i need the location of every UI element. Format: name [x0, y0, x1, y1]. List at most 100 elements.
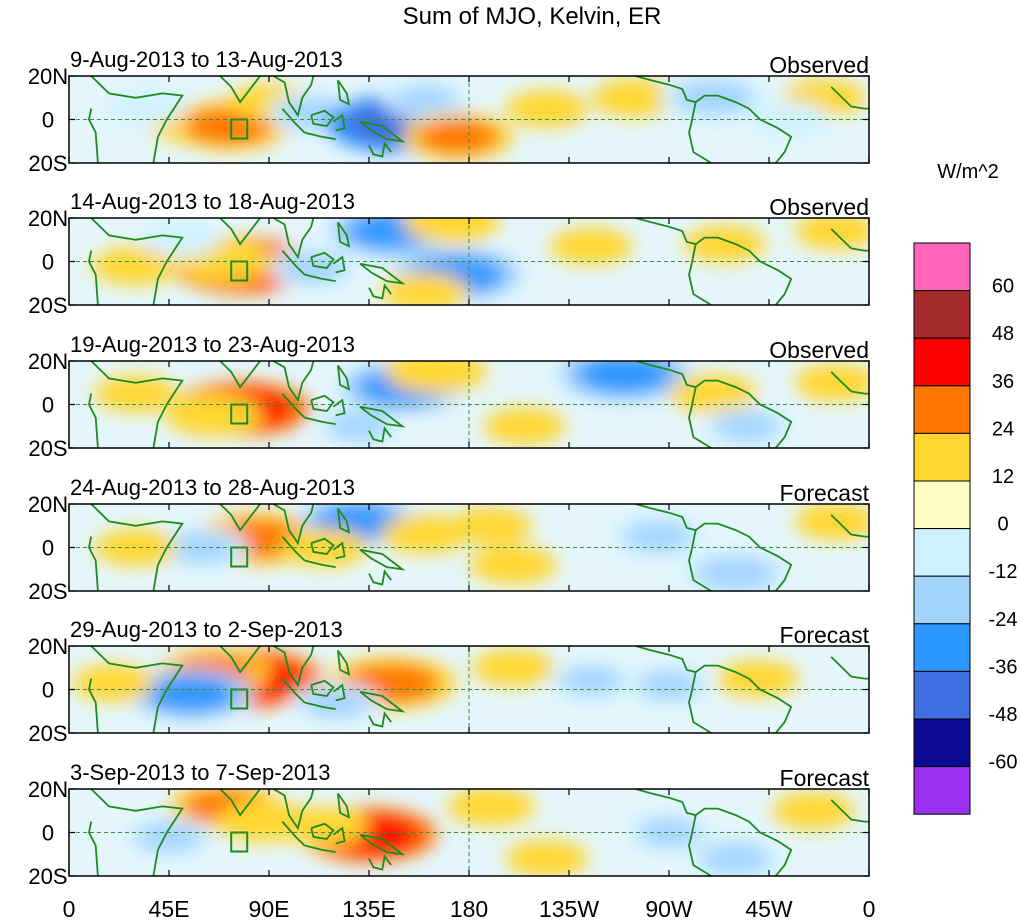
chart-title: Sum of MJO, Kelvin, ER [403, 3, 662, 30]
coastline [337, 221, 351, 248]
coastline [368, 569, 392, 586]
coastline [88, 250, 99, 305]
coastline [90, 218, 184, 305]
coastline [337, 507, 351, 534]
panels: 20N 0 20S 9-Aug-2013 to 13-Aug-2013 Observed… [28, 47, 870, 889]
coastline [219, 789, 261, 817]
coastline [272, 504, 315, 546]
anomaly-cell [805, 368, 867, 397]
anomaly-field [72, 648, 800, 723]
anomaly-cell [560, 666, 622, 695]
colorbar-box [913, 528, 971, 577]
panel-period: 19-Aug-2013 to 23-Aug-2013 [70, 332, 355, 357]
anomaly-cell [560, 232, 622, 261]
coastline [337, 364, 351, 391]
colorbar-label: 48 [992, 323, 1014, 345]
anomaly-field [94, 504, 869, 591]
anomaly-cell [638, 818, 700, 847]
coastline [310, 251, 335, 269]
x-tick-label: 135W [539, 896, 599, 921]
colorbar: W/m^2 60 48 36 24 12 0 -12 -24 -36 -48 -60 [913, 161, 1018, 815]
x-tick-label: 45W [745, 896, 793, 921]
y-tick-label: 20N [28, 349, 68, 374]
panel-6: 20N 0 20S 3-Sep-2013 to 7-Sep-2013 Forecast [28, 760, 870, 889]
y-tick-label: 0 [42, 678, 54, 703]
panel-kind: Forecast [780, 480, 870, 506]
coastline [688, 529, 712, 591]
coastline [359, 405, 406, 428]
colorbar-label: -24 [989, 609, 1018, 631]
coastline [359, 833, 406, 856]
colorbar-label: 36 [992, 371, 1014, 393]
x-tick-label: 0 [63, 896, 76, 921]
coastline [830, 799, 869, 823]
colorbar-label: 12 [992, 466, 1014, 488]
coastline [635, 218, 696, 245]
y-tick-label: 20N [28, 492, 68, 517]
anomaly-cell [146, 675, 237, 713]
coastline [332, 541, 346, 560]
x-axis: 0 45E 90E 135E 180 135W 90W 45W 0 [63, 896, 876, 921]
coastline [310, 394, 335, 412]
y-tick-label: 20S [28, 721, 67, 746]
colorbar-label: -36 [989, 656, 1018, 678]
y-tick-label: 20S [28, 151, 67, 176]
coastline [281, 678, 306, 704]
coastline [281, 393, 306, 419]
colorbar-label: 0 [997, 514, 1008, 536]
coastline [219, 646, 261, 674]
anomaly-cell [701, 843, 770, 874]
anomaly-cell [638, 671, 700, 700]
anomaly-cell [416, 119, 500, 155]
coastline [368, 141, 392, 158]
coastline [281, 250, 306, 276]
anomaly-cell [516, 844, 578, 873]
colorbar-box [913, 670, 971, 720]
coastline [219, 504, 261, 532]
coastline [695, 807, 793, 876]
anomaly-cell [281, 253, 346, 283]
anomaly-cell [82, 669, 145, 697]
panel-4: 20N 0 20S 24-Aug-2013 to 28-Aug-2013 Forecas… [28, 475, 870, 604]
panel-period: 24-Aug-2013 to 28-Aug-2013 [70, 475, 355, 500]
colorbar-box [913, 480, 971, 530]
anomaly-cell [623, 521, 693, 552]
colorbar-label: 60 [992, 276, 1014, 298]
anomaly-cell [693, 230, 756, 259]
coastline [830, 371, 869, 395]
coastline [337, 792, 351, 819]
x-tick-label: 180 [450, 896, 488, 921]
coastline [304, 844, 336, 853]
coastline [90, 76, 184, 163]
coastline [90, 361, 184, 448]
coastline [368, 426, 392, 443]
panel-kind: Observed [769, 337, 869, 363]
colorbar-box [913, 623, 971, 672]
coastlines [88, 504, 869, 591]
colorbar-box [913, 766, 971, 815]
anomaly-cell [393, 86, 456, 114]
coastlines [88, 76, 869, 163]
coastline [337, 79, 351, 106]
colorbar-label: -60 [989, 752, 1018, 774]
anomaly-cell [575, 361, 674, 394]
panel-kind: Observed [769, 52, 869, 78]
anomaly-cell [782, 796, 845, 825]
y-tick-label: 20S [28, 436, 67, 461]
x-tick-label: 0 [863, 896, 876, 921]
coastline [219, 361, 261, 389]
panel-kind: Observed [769, 194, 869, 220]
coastline [368, 283, 392, 300]
coastline [272, 361, 315, 403]
coastline [272, 646, 315, 688]
anomaly-field [107, 76, 866, 161]
coastline [304, 559, 336, 568]
anomaly-cell [681, 379, 746, 409]
colorbar-label: 24 [992, 418, 1014, 440]
anomaly-cell [458, 791, 524, 821]
coastline [90, 789, 184, 876]
anomaly-cell [103, 251, 169, 281]
coastline [332, 826, 346, 845]
anomaly-cell [117, 93, 176, 120]
panel-1: 20N 0 20S 9-Aug-2013 to 13-Aug-2013 Observed [28, 47, 870, 176]
